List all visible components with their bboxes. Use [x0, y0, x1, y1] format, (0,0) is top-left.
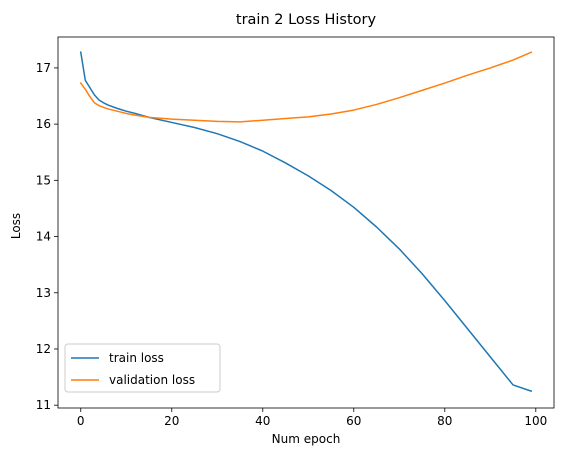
x-axis-label: Num epoch	[272, 432, 341, 446]
legend: train loss validation loss	[64, 343, 221, 393]
plot-area: 0 20 40 60 80 100 11 12 13 14 15 16 17	[36, 36, 555, 428]
x-tick-label: 0	[77, 414, 85, 428]
x-tick-label: 60	[346, 414, 361, 428]
y-axis-label: Loss	[9, 213, 23, 239]
legend-box	[64, 343, 221, 393]
y-tick-label: 11	[36, 398, 51, 412]
y-tick-label: 14	[36, 230, 51, 244]
x-tick-label: 100	[524, 414, 547, 428]
chart-title: train 2 Loss History	[236, 12, 377, 28]
x-tick-label: 40	[255, 414, 270, 428]
legend-label: train loss	[109, 351, 164, 365]
series-line-train-loss	[79, 51, 533, 393]
y-tick-label: 17	[36, 61, 51, 75]
y-tick-label: 12	[36, 342, 51, 356]
plot-frame	[57, 36, 555, 409]
x-tick-label: 20	[164, 414, 179, 428]
x-tick-label: 80	[437, 414, 452, 428]
y-tick-label: 13	[36, 286, 51, 300]
series-line-validation-loss	[79, 51, 533, 123]
y-tick-label: 15	[36, 173, 51, 187]
legend-label: validation loss	[109, 373, 195, 387]
y-tick-label: 16	[36, 117, 51, 131]
